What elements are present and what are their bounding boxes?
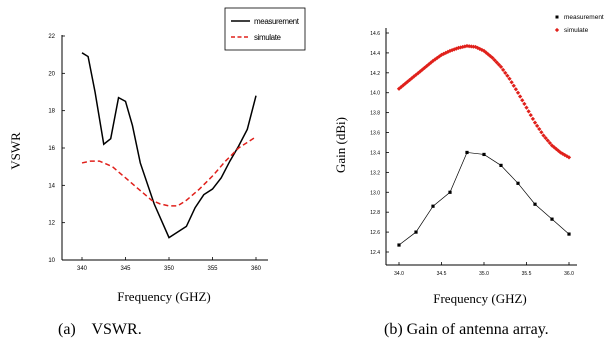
gain-legend: measurement simulate <box>554 14 604 34</box>
gain-series-simulate-point <box>539 130 544 135</box>
gain-series-measurement-point <box>397 243 401 247</box>
gain-series-simulate-point <box>545 138 550 143</box>
gain-y-ticks: 12.4 12.6 12.8 13.0 13.2 13.4 13.6 13.8 14.0 14.2… <box>370 31 389 256</box>
gain-series-simulate-point <box>520 98 525 103</box>
gain-legend-simulate-label: simulate <box>564 27 589 34</box>
gain-series-measurement-point <box>448 190 452 194</box>
vswr-x-tick-label: 350 <box>164 266 175 272</box>
gain-x-axis-label: Frequency (GHZ) <box>433 291 527 306</box>
gain-y-tick-label: 12.8 <box>370 210 380 216</box>
gain-series-simulate-point <box>511 83 516 88</box>
gain-legend-measurement-swatch <box>555 15 559 19</box>
gain-y-tick-label: 14.4 <box>370 51 380 57</box>
gain-series-simulate-point <box>566 155 572 160</box>
gain-series-measurement-point <box>482 152 486 157</box>
vswr-x-tick-label: 360 <box>251 266 262 272</box>
vswr-y-tick-label: 10 <box>48 258 55 264</box>
gain-x-tick-label: 34.0 <box>394 271 404 277</box>
vswr-y-tick-label: 14 <box>48 183 55 189</box>
gain-series-simulate-point <box>530 116 535 121</box>
gain-y-tick-label: 14.6 <box>370 31 380 37</box>
gain-series-simulate-point <box>507 76 512 81</box>
vswr-x-ticks: 340 345 350 355 360 <box>77 257 262 272</box>
gain-series-measurement-point <box>533 202 537 206</box>
gain-series-measurement-point <box>550 217 554 221</box>
gain-y-tick-label: 12.4 <box>370 250 380 256</box>
gain-series-simulate-point <box>528 113 533 118</box>
vswr-y-tick-label: 16 <box>48 146 55 152</box>
gain-series-simulate-point <box>541 133 546 138</box>
gain-y-tick-label: 13.6 <box>370 131 380 137</box>
gain-series-simulate-point <box>501 67 506 72</box>
vswr-y-ticks: 10 12 14 16 18 20 22 <box>48 34 65 264</box>
gain-y-tick-label: 13.8 <box>370 111 380 117</box>
chart-vswr: 10 12 14 16 18 20 22 340 345 350 355 360 measureme… <box>8 7 306 338</box>
vswr-y-tick-label: 18 <box>48 109 55 115</box>
gain-series-simulate-point <box>513 87 518 92</box>
gain-legend-simulate-swatch <box>554 27 560 33</box>
vswr-x-tick-label: 355 <box>207 266 218 272</box>
gain-series-measurement-point <box>414 230 418 234</box>
gain-series-measurement-line <box>398 152 570 246</box>
gain-x-tick-label: 35.0 <box>479 271 489 277</box>
gain-y-axis-label: Gain (dBi) <box>333 117 348 173</box>
gain-x-tick-label: 36.0 <box>564 271 574 277</box>
gain-series-simulate-point <box>505 73 510 78</box>
vswr-y-tick-label: 20 <box>48 71 55 77</box>
gain-series-simulate-point <box>537 126 542 132</box>
gain-series-measurement-point <box>465 150 469 155</box>
vswr-legend: measurement simulate <box>224 7 306 51</box>
vswr-legend-simulate-label: simulate <box>254 33 282 42</box>
gain-series-measurement-point <box>431 204 435 208</box>
gain-caption: (b) Gain of antenna array. <box>384 321 549 338</box>
gain-series-simulate-point <box>535 123 540 128</box>
vswr-series <box>81 52 257 239</box>
vswr-y-tick-label: 12 <box>48 221 55 227</box>
gain-series-simulate-point <box>503 70 508 75</box>
vswr-series-measurement-line <box>81 52 257 239</box>
gain-y-tick-label: 14.2 <box>370 71 380 77</box>
gain-y-tick-label: 13.4 <box>370 150 380 156</box>
gain-series-simulate-point <box>515 90 521 95</box>
gain-x-ticks: 34.0 34.5 35.0 35.5 36.0 <box>394 262 574 277</box>
gain-series-simulate-point <box>532 120 538 125</box>
gain-y-tick-label: 13.0 <box>370 190 380 196</box>
gain-series-simulate-point <box>524 105 529 110</box>
vswr-y-axis-label: VSWR <box>8 132 23 170</box>
vswr-x-tick-label: 345 <box>120 266 131 272</box>
gain-series-simulate-point <box>526 109 531 114</box>
gain-series-simulate-point <box>522 101 527 107</box>
vswr-legend-measurement-label: measurement <box>254 17 300 26</box>
gain-series-simulate-point <box>543 135 548 141</box>
gain-x-tick-label: 34.5 <box>437 271 447 277</box>
vswr-x-axis-label: Frequency (GHZ) <box>117 289 211 304</box>
gain-series-measurement-point <box>567 232 571 236</box>
gain-series-measurement-point <box>516 181 520 185</box>
vswr-caption: (a) VSWR. <box>58 321 142 338</box>
vswr-x-tick-label: 340 <box>77 266 88 272</box>
gain-y-tick-label: 12.6 <box>370 230 380 236</box>
chart-gain: 12.4 12.6 12.8 13.0 13.2 13.4 13.6 13.8 14.0 14.2… <box>333 14 604 338</box>
vswr-series-simulate-line <box>81 136 257 207</box>
gain-series-simulate-point <box>518 94 523 99</box>
gain-series-measurement-point <box>499 163 503 167</box>
gain-series-simulate-point <box>547 140 552 146</box>
vswr-y-tick-label: 22 <box>48 34 55 40</box>
vswr-legend-box <box>224 7 306 51</box>
gain-legend-measurement-label: measurement <box>564 14 604 21</box>
gain-x-tick-label: 35.5 <box>522 271 532 277</box>
gain-y-tick-label: 13.2 <box>370 170 380 176</box>
gain-series-simulate-point <box>509 80 514 85</box>
gain-series <box>396 43 572 247</box>
gain-y-tick-label: 14.0 <box>370 91 380 97</box>
